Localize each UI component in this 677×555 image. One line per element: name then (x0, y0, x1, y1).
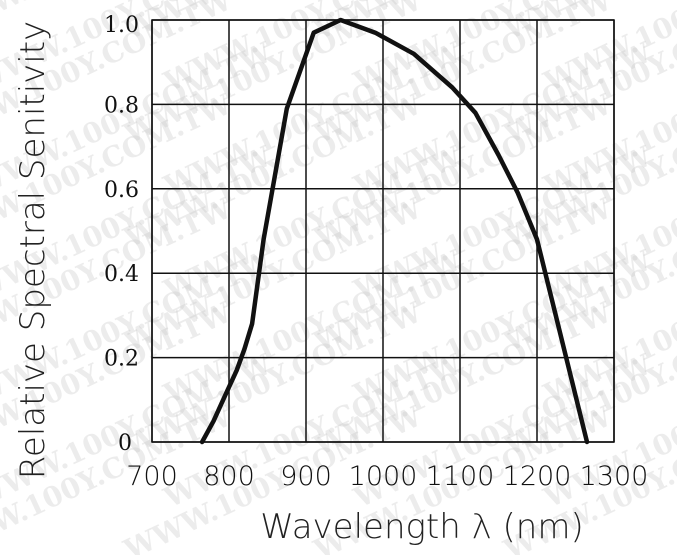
x-tick-label: 1300 (580, 461, 649, 492)
y-tick-label: 0.4 (104, 262, 139, 287)
x-tick-label: 700 (126, 461, 178, 492)
x-tick-label: 900 (280, 461, 332, 492)
y-tick-label: 1.0 (104, 13, 139, 38)
x-tick-label: 1100 (426, 461, 495, 492)
x-tick-label: 800 (203, 461, 255, 492)
x-axis-label: Wavelength λ (nm) (260, 507, 583, 547)
x-tick-labels: 700 800 900 1000 1100 1200 1300 (126, 461, 648, 492)
series-line (199, 17, 590, 445)
y-tick-label: 0.6 (104, 178, 139, 203)
y-tick-labels: 0 0.2 0.4 0.6 0.8 1.0 (104, 13, 139, 456)
x-tick-label: 1000 (349, 461, 418, 492)
x-tick-label: 1200 (503, 461, 572, 492)
plot-frame (151, 19, 615, 443)
y-tick-label: 0 (118, 431, 132, 456)
y-tick-label: 0.8 (104, 93, 139, 118)
y-axis-label: Relative Spectral Senitivity (13, 21, 53, 479)
y-tick-label: 0.2 (104, 347, 139, 372)
